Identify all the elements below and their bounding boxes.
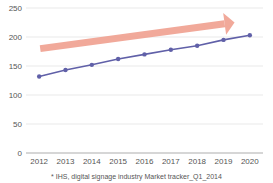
trend-arrow-shaft <box>40 24 224 49</box>
footnote: * IHS, digital signage industry Market t… <box>51 173 222 181</box>
x-tick-label: 2013 <box>57 157 75 166</box>
data-point <box>142 52 146 56</box>
chart-svg: 0 50 100 150 200 250 2012 2013 2014 2015 2016 2017 2… <box>0 0 273 183</box>
series-line <box>39 35 250 76</box>
data-point <box>90 63 94 67</box>
series <box>37 33 252 79</box>
x-tick-label: 2019 <box>215 157 233 166</box>
grid-line <box>26 8 263 9</box>
x-tick-label: 2017 <box>162 157 180 166</box>
grid-line <box>26 95 263 96</box>
grid-line <box>26 66 263 67</box>
x-tick-label: 2018 <box>188 157 206 166</box>
y-tick-label: 200 <box>9 33 23 42</box>
x-tick-label: 2020 <box>241 157 259 166</box>
x-tick-label: 2014 <box>83 157 101 166</box>
x-tick-label: 2016 <box>136 157 154 166</box>
y-tick-label: 0 <box>18 149 23 158</box>
data-point <box>248 33 252 37</box>
grid-line <box>26 124 263 125</box>
y-tick-label: 50 <box>13 120 22 129</box>
y-tick-label: 250 <box>9 4 23 13</box>
x-tick-label: 2015 <box>109 157 127 166</box>
data-point <box>195 44 199 48</box>
data-point <box>37 74 41 78</box>
x-axis-line <box>26 153 263 154</box>
y-tick-label: 100 <box>9 91 23 100</box>
data-point <box>221 38 225 42</box>
x-tick-label: 2012 <box>30 157 48 166</box>
data-point <box>116 57 120 61</box>
data-point <box>169 48 173 52</box>
data-point <box>63 68 67 72</box>
y-tick-label: 150 <box>9 62 23 71</box>
grid <box>26 8 263 153</box>
chart-container: 0 50 100 150 200 250 2012 2013 2014 2015 2016 2017 2… <box>0 0 273 183</box>
trend-arrow-head <box>223 13 234 35</box>
grid-line <box>26 153 263 154</box>
